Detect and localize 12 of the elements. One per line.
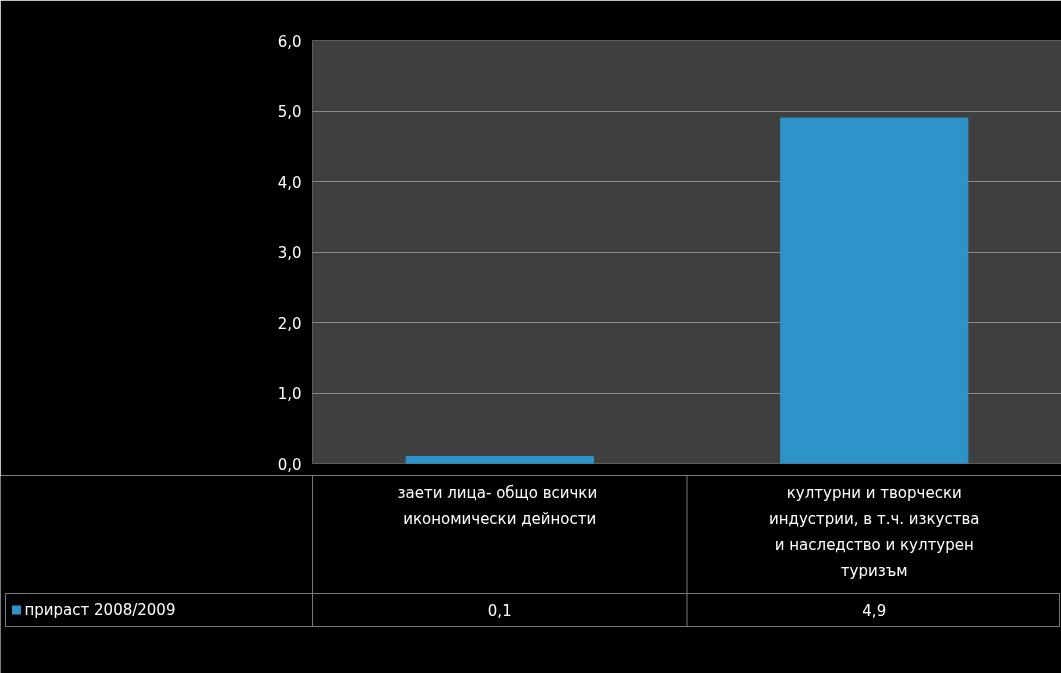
x-tick-label: заети лица- общо всички икономически дейности [397,483,598,528]
y-tick-label: 4,0 [277,173,302,192]
y-tick-label: 5,0 [277,103,302,121]
y-tick-label: 6,0 [277,32,302,51]
x-tick-label: културни и творчески индустрии, в т.ч. изкуства и наследство и културен туризъм [768,483,980,580]
legend-label: прираст 2008/2009 [24,601,176,619]
y-tick-label: 1,0 [277,385,302,403]
y-tick-label: 0,0 [277,455,302,474]
data-label: 0,1 [487,602,512,620]
data-label: 4,9 [862,602,887,620]
y-tick-label: 3,0 [277,244,302,262]
y-tick-label: 2,0 [277,314,302,333]
